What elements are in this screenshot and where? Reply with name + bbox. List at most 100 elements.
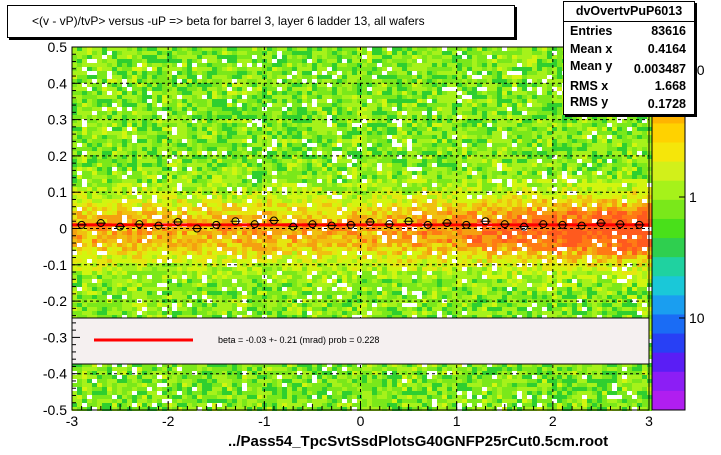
heat-cell [87,163,92,167]
heat-cell [227,191,232,195]
heat-cell [612,199,617,203]
heat-cell [332,47,337,51]
heat-cell [407,75,412,79]
heat-cell [377,47,382,51]
heat-cell [422,51,427,55]
heat-cell [632,115,637,119]
heat-cell [612,183,617,187]
heat-cell [257,215,262,219]
heat-cell [487,159,492,163]
heat-cell-empty [522,215,527,219]
heat-cell [487,103,492,107]
heat-cell [222,47,227,51]
heat-cell [287,95,292,99]
heat-cell [472,135,477,139]
heat-cell [462,131,467,135]
heat-cell [552,215,557,219]
heat-cell [407,179,412,183]
heat-cell [312,199,317,203]
heat-cell [152,111,157,115]
heat-cell [312,135,317,139]
heat-cell [182,203,187,207]
heat-cell [102,183,107,187]
heat-cell [132,99,137,103]
heat-cell [122,71,127,75]
heat-cell [427,111,432,115]
heat-cell [277,159,282,163]
heat-cell [482,91,487,95]
heat-cell [412,75,417,79]
heat-cell [472,139,477,143]
heat-cell [462,211,467,215]
heat-cell [447,167,452,171]
heat-cell [447,63,452,67]
heat-cell [537,139,542,143]
heat-cell-empty [127,107,132,111]
heat-cell-empty [207,195,212,199]
heat-cell [527,111,532,115]
heat-cell [437,143,442,147]
heat-cell [152,71,157,75]
heat-cell [472,203,477,207]
heat-cell [317,71,322,75]
heat-cell [97,75,102,79]
heat-cell [97,219,102,223]
heat-cell [532,75,537,79]
heat-cell [437,95,442,99]
heat-cell [172,187,177,191]
heat-cell [477,191,482,195]
heat-cell-empty [257,63,262,67]
heat-cell [177,171,182,175]
heat-cell [92,139,97,143]
heat-cell [487,67,492,71]
heat-cell [602,119,607,123]
heat-cell [302,47,307,51]
heat-cell [237,127,242,131]
heat-cell [297,83,302,87]
heat-cell-empty [262,151,267,155]
heat-cell [132,63,137,67]
heat-cell [252,151,257,155]
heat-cell [572,151,577,155]
heat-cell [72,59,77,63]
heat-cell [512,199,517,203]
heat-cell [117,207,122,211]
heat-cell [442,151,447,155]
heat-cell [402,71,407,75]
heat-cell [347,87,352,91]
heat-cell [552,147,557,151]
heat-cell [162,131,167,135]
heat-cell [347,211,352,215]
heat-cell [352,151,357,155]
heat-cell [267,163,272,167]
heat-cell-empty [362,119,367,123]
heat-cell [332,107,337,111]
heat-cell [217,63,222,67]
heat-cell [207,163,212,167]
heat-cell [452,47,457,51]
heat-cell [282,59,287,63]
heat-cell [172,47,177,51]
heat-cell [237,83,242,87]
heat-cell [482,159,487,163]
heat-cell [452,99,457,103]
heat-cell [117,131,122,135]
heat-cell [602,159,607,163]
heat-cell [592,175,597,179]
heat-cell [82,155,87,159]
heat-cell [572,159,577,163]
heat-cell [177,67,182,71]
heat-cell [137,167,142,171]
heat-cell-empty [147,91,152,95]
heat-cell [622,215,627,219]
heat-cell [642,159,647,163]
heat-cell-empty [172,167,177,171]
heat-cell [117,171,122,175]
heat-cell [237,71,242,75]
heat-cell [562,179,567,183]
heat-cell-empty [552,187,557,191]
heat-cell [337,115,342,119]
heat-cell [222,75,227,79]
heat-cell-empty [147,67,152,71]
heat-cell [82,199,87,203]
